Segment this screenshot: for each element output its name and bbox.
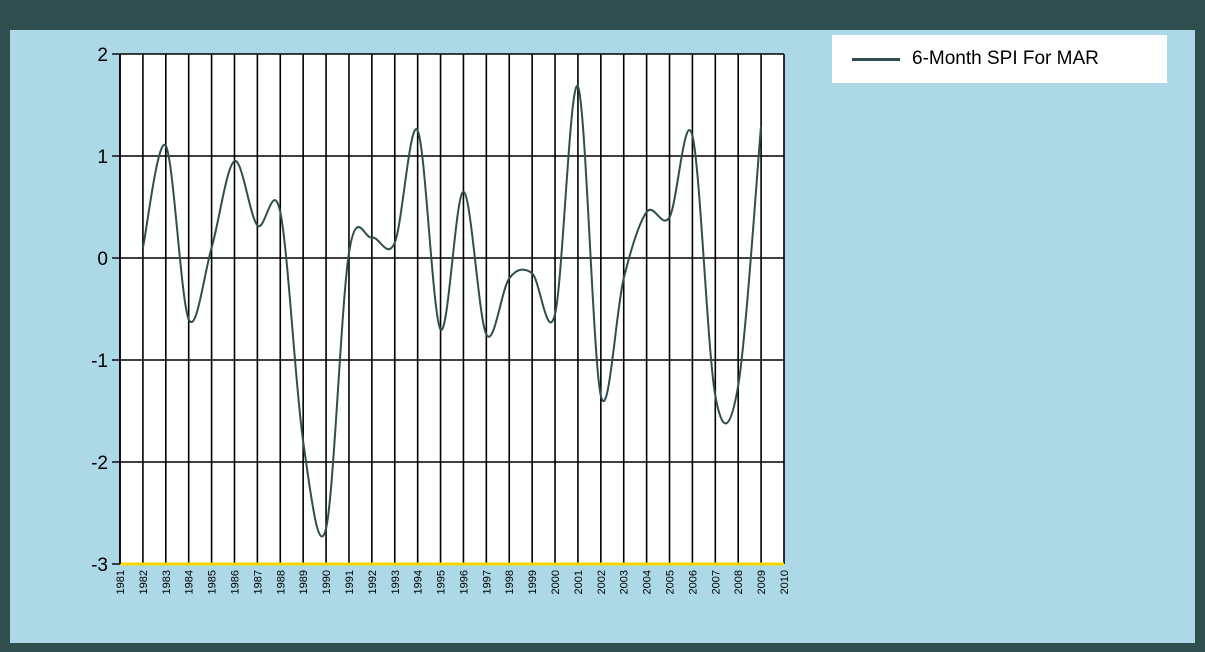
- x-tick-label: 1997: [481, 570, 493, 594]
- x-tick-label: 1996: [458, 570, 470, 594]
- y-tick-label: -1: [91, 351, 108, 372]
- legend-line-swatch: [852, 57, 900, 61]
- chart-legend: 6-Month SPI For MAR: [832, 35, 1167, 83]
- x-tick-label: 1981: [115, 570, 127, 594]
- x-tick-label: 1991: [344, 570, 356, 594]
- y-tick-label: 0: [97, 249, 108, 270]
- x-tick-label: 1983: [161, 570, 173, 594]
- x-tick-label: 2004: [642, 570, 654, 594]
- x-tick-label: 1990: [321, 570, 333, 594]
- x-tick-label: 2010: [779, 570, 791, 594]
- y-tick-label: -3: [91, 555, 108, 576]
- x-tick-label: 1988: [275, 570, 287, 594]
- x-tick-label: 1999: [527, 570, 539, 594]
- x-tick-label: 2005: [665, 570, 677, 594]
- x-tick-label: 2001: [573, 570, 585, 594]
- x-tick-label: 2003: [619, 570, 631, 594]
- plot-area: [120, 54, 784, 564]
- legend-series-label: 6-Month SPI For MAR: [912, 48, 1099, 69]
- x-tick-label: 2000: [550, 570, 562, 594]
- x-tick-label: 2002: [596, 570, 608, 594]
- series-line: [141, 85, 763, 538]
- x-tick-label: 1992: [367, 570, 379, 594]
- x-tick-label: 1982: [138, 570, 150, 594]
- x-tick-label: 1994: [413, 570, 425, 594]
- x-tick-label: 1984: [184, 570, 196, 594]
- x-tick-label: 2009: [756, 570, 768, 594]
- y-tick-label: 1: [97, 147, 108, 168]
- x-tick-label: 1986: [229, 570, 241, 594]
- x-tick-label: 1998: [504, 570, 516, 594]
- x-tick-label: 2006: [687, 570, 699, 594]
- x-tick-label: 1987: [252, 570, 264, 594]
- x-tick-label: 1993: [390, 570, 402, 594]
- x-tick-label: 1989: [298, 570, 310, 594]
- x-tick-label: 2008: [733, 570, 745, 594]
- x-tick-label: 2007: [710, 570, 722, 594]
- y-tick-label: -2: [91, 453, 108, 474]
- y-tick-label: 2: [97, 45, 108, 66]
- x-tick-label: 1995: [436, 570, 448, 594]
- x-tick-label: 1985: [207, 570, 219, 594]
